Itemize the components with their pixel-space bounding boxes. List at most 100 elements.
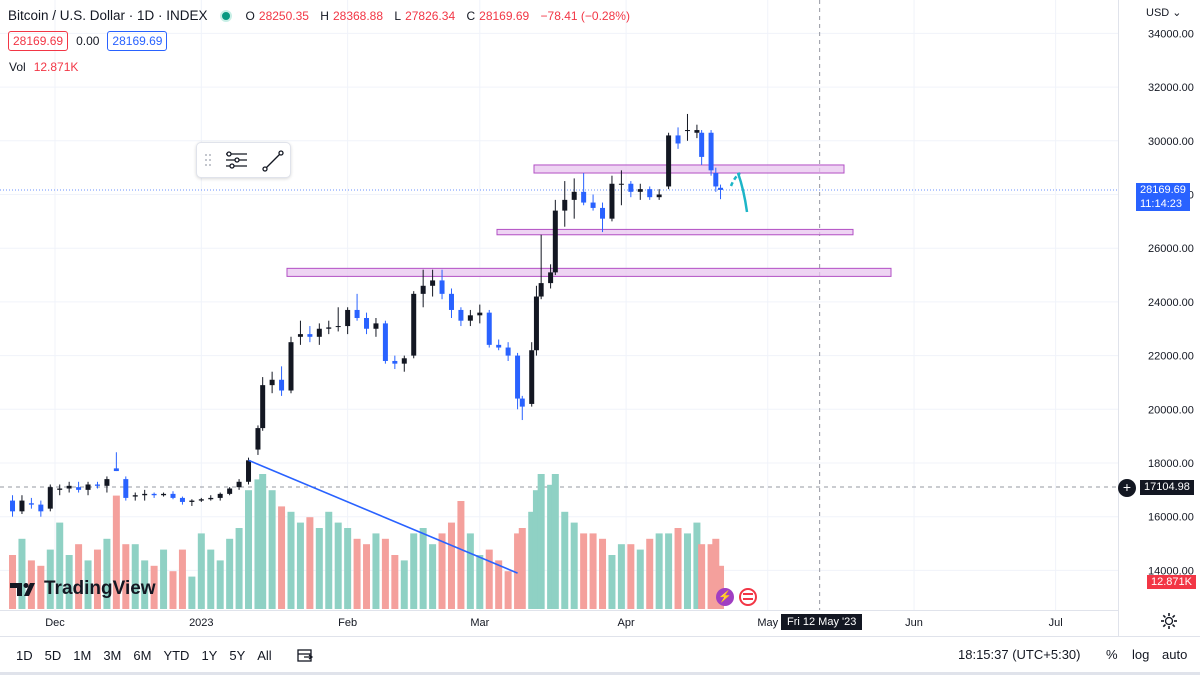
- volume-bar: [608, 555, 616, 609]
- crosshair-date-tag: Fri 12 May '23: [781, 614, 863, 630]
- clock-timezone[interactable]: 18:15:37 (UTC+5:30): [958, 647, 1081, 662]
- drawings: [248, 172, 749, 574]
- symbol-header: Bitcoin / U.S. Dollar · 1D · INDEX O 2825…: [8, 8, 634, 23]
- volume-bar: [438, 533, 446, 609]
- candle-body: [505, 347, 511, 356]
- volume-bar: [56, 522, 64, 609]
- time-tick-label: Apr: [618, 617, 635, 629]
- price-tick-label: 32000.00: [1148, 82, 1194, 94]
- trend-settings-icon: [226, 151, 247, 169]
- candle-body: [373, 323, 379, 329]
- symbol-title[interactable]: Bitcoin / U.S. Dollar · 1D · INDEX: [8, 8, 208, 23]
- candle-body: [448, 293, 454, 310]
- timeframe-5y[interactable]: 5Y: [229, 647, 246, 663]
- candle-body: [628, 183, 634, 192]
- low-value: 27826.34: [405, 8, 456, 23]
- candle-body: [647, 189, 653, 198]
- candle-body: [666, 135, 672, 187]
- chart-grid: [0, 0, 1118, 610]
- volume-bar: [334, 522, 342, 609]
- volume-bars: [9, 474, 725, 609]
- timeframe-5d[interactable]: 5D: [44, 647, 62, 663]
- candle-body: [496, 344, 502, 348]
- candle-body: [694, 130, 700, 133]
- tradingview-icon: [10, 583, 35, 596]
- candle-body: [94, 484, 100, 486]
- buy-price-button[interactable]: 28169.69: [107, 31, 168, 51]
- high-value: 28368.88: [332, 8, 384, 23]
- auto-toggle[interactable]: auto: [1162, 647, 1188, 662]
- volume-bar: [674, 528, 682, 609]
- candle-body: [132, 495, 138, 497]
- tradingview-logo[interactable]: TradingView: [10, 578, 156, 600]
- volume-bar: [495, 560, 503, 609]
- candle-body: [562, 199, 568, 211]
- toolbox-icons: [205, 150, 284, 172]
- candle-body: [179, 497, 185, 502]
- volume-bar: [466, 533, 474, 609]
- timeframe-buttons: 1D 5D 1M 3M 6M YTD 1Y 5Y All: [16, 648, 272, 663]
- crosshair-price-tag: 17104.98: [1140, 480, 1194, 495]
- volume-bar: [75, 544, 83, 609]
- bottom-border: [0, 672, 1200, 675]
- timeframe-1d[interactable]: 1D: [16, 647, 33, 663]
- timeframe-1y[interactable]: 1Y: [201, 647, 218, 663]
- time-tick-label: Jul: [1049, 617, 1063, 629]
- timeframe-all[interactable]: All: [257, 647, 272, 663]
- volume-bar: [197, 533, 205, 609]
- log-toggle[interactable]: log: [1132, 647, 1150, 662]
- volume-bar: [325, 511, 333, 609]
- candle-body: [326, 327, 332, 329]
- candle-body: [255, 428, 261, 450]
- candle-body: [151, 493, 157, 496]
- us-flag-icon[interactable]: [739, 588, 757, 606]
- date-range-icon[interactable]: [296, 646, 314, 664]
- time-tick-label: Jun: [905, 617, 923, 629]
- candle-body: [675, 135, 681, 144]
- timeframe-1m[interactable]: 1M: [73, 647, 92, 663]
- events-icon[interactable]: ⚡: [716, 588, 734, 606]
- volume-bar: [419, 528, 427, 609]
- volume-bar: [37, 565, 45, 609]
- currency-selector[interactable]: USD ⌄: [1146, 7, 1182, 19]
- candle-body: [217, 493, 223, 498]
- candle-body: [227, 488, 233, 494]
- candle-body: [28, 503, 34, 505]
- volume-bar: [178, 549, 186, 609]
- volume-bar: [259, 474, 267, 609]
- candle-body: [477, 312, 483, 316]
- candle-body: [364, 318, 370, 329]
- drawing-toolbox[interactable]: [196, 142, 291, 178]
- volume-bar: [344, 528, 352, 609]
- volume-bar: [372, 533, 380, 609]
- candle-body: [19, 500, 25, 512]
- price-tick-label: 18000.00: [1148, 458, 1194, 470]
- volume-bar: [278, 506, 286, 609]
- timeframe-3m[interactable]: 3M: [103, 647, 122, 663]
- price-tick-label: 30000.00: [1148, 136, 1194, 148]
- candle-body: [142, 493, 148, 496]
- time-tick-label: 2023: [189, 617, 213, 629]
- volume-bar: [65, 555, 73, 609]
- candle-body: [57, 488, 63, 490]
- candle-body: [618, 183, 624, 185]
- timeframe-6m[interactable]: 6M: [133, 647, 152, 663]
- close-value: 28169.69: [479, 8, 530, 23]
- candle-body: [529, 350, 535, 404]
- candle-body: [76, 487, 82, 490]
- volume-bar: [665, 533, 673, 609]
- timeframe-ytd[interactable]: YTD: [163, 647, 190, 663]
- percent-toggle[interactable]: %: [1106, 647, 1118, 662]
- volume-bar: [547, 484, 555, 609]
- volume-bar: [570, 522, 578, 609]
- candle-body: [10, 500, 16, 512]
- volume-bar: [537, 474, 545, 609]
- candle-body: [38, 504, 44, 512]
- add-alert-icon[interactable]: +: [1118, 479, 1136, 497]
- sell-price-button[interactable]: 28169.69: [8, 31, 69, 51]
- volume-bar: [131, 544, 139, 609]
- candle-body: [123, 479, 129, 498]
- settings-gear-icon[interactable]: [1160, 612, 1178, 630]
- volume-legend: Vol 12.871K: [9, 60, 78, 74]
